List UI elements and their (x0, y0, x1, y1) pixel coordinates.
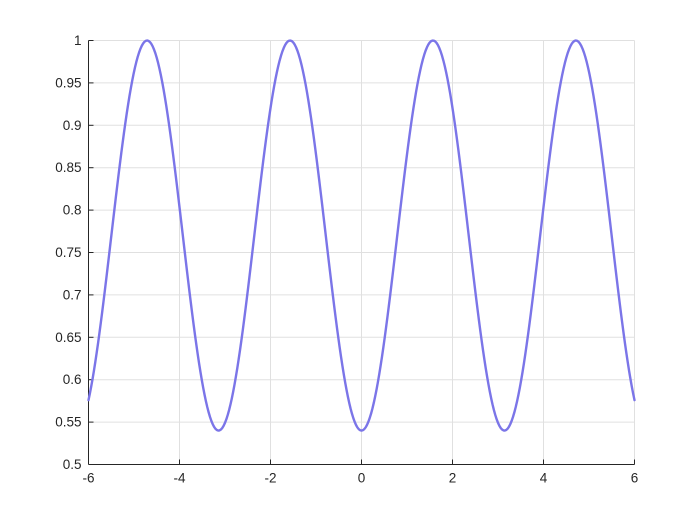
x-tick-label: 0 (358, 471, 366, 486)
x-tick-label: 4 (540, 471, 548, 486)
x-tick-label: -4 (173, 471, 185, 486)
y-tick-label: 0.7 (63, 287, 82, 302)
y-tick-label: 1 (74, 33, 82, 48)
tick-labels: -6 -4 -2 0 2 4 6 0.5 0.55 0.6 0.65 0.7 0.75 0.8 0.85 0.… (55, 33, 638, 486)
y-tick-label: 0.95 (55, 75, 81, 90)
y-tick-label: 0.65 (55, 330, 81, 345)
x-tick-label: -6 (82, 471, 94, 486)
x-tick-label: 6 (631, 471, 639, 486)
x-tick-label: -2 (264, 471, 276, 486)
y-tick-label: 0.8 (63, 203, 82, 218)
x-tick-label: 2 (449, 471, 457, 486)
axes (88, 40, 635, 465)
y-tick-label: 0.5 (63, 457, 82, 472)
y-tick-label: 0.9 (63, 118, 82, 133)
grid-lines (88, 40, 635, 465)
y-tick-label: 0.85 (55, 160, 81, 175)
y-tick-label: 0.55 (55, 415, 81, 430)
y-tick-label: 0.6 (63, 372, 82, 387)
data-line (87, 39, 636, 432)
y-tick-label: 0.75 (55, 245, 81, 260)
